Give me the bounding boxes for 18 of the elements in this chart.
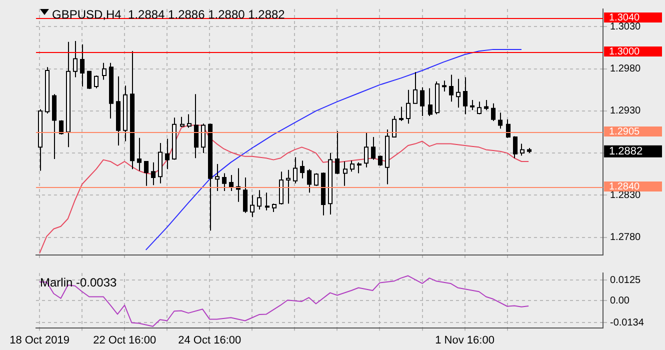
- chart-title: GBPUSD,H4 1.2884 1.2886 1.2880 1.2882: [52, 7, 286, 22]
- text: 1.2882: [609, 145, 643, 158]
- y-tick-label: 1.2930: [610, 106, 642, 117]
- ref-line-label: 1.3000: [609, 46, 640, 58]
- x-tick-label: 22 Oct 16:00: [93, 334, 156, 346]
- ref-line-label: 1.2840: [609, 181, 640, 192]
- ref-line-label: 1.2905: [609, 126, 640, 138]
- y-tick-label: 0.00: [610, 295, 630, 306]
- chart-title: Marlin -0.0033: [40, 275, 118, 290]
- y-tick-label: 0.0125: [610, 274, 642, 286]
- x-tick-label: 24 Oct 16:00: [178, 334, 242, 346]
- y-tick-label: 1.2980: [610, 64, 642, 75]
- y-tick-label: -0.0134: [610, 317, 644, 328]
- x-tick-label: 1 Nov 16:00: [435, 334, 494, 346]
- y-tick-label: 1.2780: [610, 232, 642, 244]
- x-tick-label: 18 Oct 2019: [10, 334, 70, 346]
- ref-line-label: 1.3040: [609, 12, 640, 24]
- y-tick-label: 1.3030: [610, 21, 642, 32]
